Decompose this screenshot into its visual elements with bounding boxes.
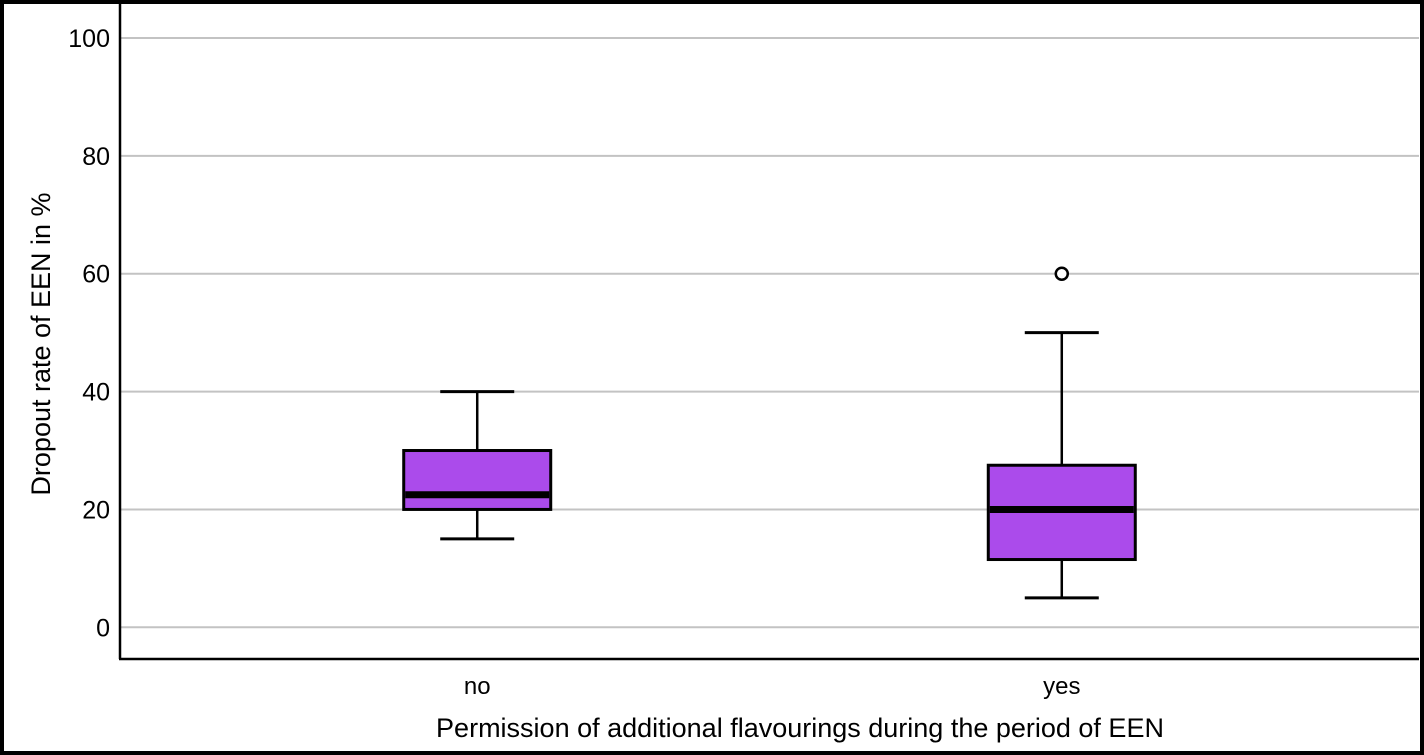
y-tick-label: 80 bbox=[82, 143, 110, 171]
gridline-layer bbox=[121, 37, 1419, 629]
y-axis-title: Dropout rate of EEN in % bbox=[26, 192, 56, 495]
axis-layer bbox=[118, 3, 1419, 661]
x-tick-label: yes bbox=[1043, 673, 1080, 700]
y-tick-label: 40 bbox=[82, 379, 110, 407]
y-tick-label: 60 bbox=[82, 261, 110, 289]
outlier-point bbox=[1054, 266, 1070, 281]
tick-label-layer: 0 20 40 60 80 100 no yes bbox=[68, 25, 1080, 700]
y-tick-label: 20 bbox=[82, 496, 110, 524]
y-tick-label: 100 bbox=[68, 25, 110, 53]
x-tick-label: no bbox=[464, 673, 491, 700]
box-layer bbox=[402, 266, 1137, 600]
x-axis-title: Permission of additional flavourings dur… bbox=[436, 713, 1164, 743]
box-no bbox=[402, 449, 553, 511]
y-tick-label: 0 bbox=[96, 614, 110, 642]
